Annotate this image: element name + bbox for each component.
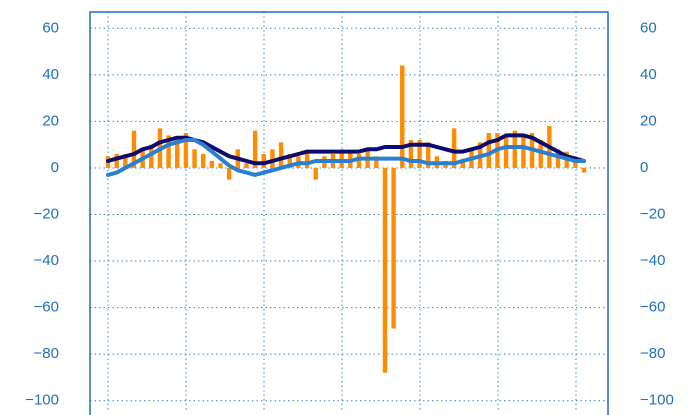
y2-tick-label: 0: [640, 159, 648, 176]
y-tick-label: 60: [42, 19, 59, 36]
bar: [356, 153, 362, 168]
y-tick-label: −60: [34, 299, 59, 316]
y2-tick-label: −40: [640, 252, 665, 269]
bar: [555, 149, 561, 168]
line-series: [106, 138, 586, 177]
y2-tick-label: 20: [640, 112, 657, 129]
bar: [451, 128, 457, 168]
y-tick-label: 0: [51, 159, 59, 176]
bar: [339, 149, 344, 168]
bar: [166, 135, 171, 168]
y-tick-label: −20: [34, 205, 59, 222]
bar: [538, 140, 543, 168]
bar: [460, 158, 466, 168]
bar: [512, 130, 517, 168]
bar: [573, 160, 578, 168]
bar: [486, 133, 491, 168]
bar: [374, 156, 379, 168]
bar: [304, 151, 310, 168]
bar: [183, 133, 189, 168]
bar: [287, 153, 292, 168]
bar: [209, 160, 215, 168]
bar: [382, 167, 388, 373]
bar: [123, 153, 128, 168]
y2-tick-label: −20: [640, 205, 665, 222]
y2-tick-label: 40: [640, 66, 657, 83]
bar: [278, 142, 284, 168]
y-tick-label: −100: [25, 392, 59, 409]
bar: [426, 142, 431, 168]
bar: [244, 163, 249, 168]
bar: [521, 135, 526, 168]
y2-tick-label: −100: [640, 392, 674, 409]
y2-tick-label: −60: [640, 299, 665, 316]
plot-frame: [89, 11, 609, 415]
bar: [218, 163, 223, 168]
y-tick-label: −80: [34, 345, 59, 362]
bar: [261, 153, 266, 168]
bar: [391, 167, 396, 329]
bar: [131, 130, 137, 168]
bar: [417, 140, 422, 168]
bar: [270, 149, 275, 168]
bar: [114, 153, 119, 168]
bar: [192, 149, 197, 168]
bar: [408, 140, 414, 168]
bar: [252, 130, 258, 168]
bar: [226, 167, 232, 180]
bar: [149, 144, 154, 168]
y-tick-label: 20: [42, 112, 59, 129]
bar: [175, 140, 180, 168]
y2-tick-label: 60: [640, 19, 657, 36]
bar: [313, 167, 318, 180]
y-tick-label: 40: [42, 66, 59, 83]
bar: [201, 153, 206, 168]
bar: [581, 167, 587, 173]
bar: [400, 65, 405, 168]
bar: [503, 135, 509, 168]
y2-tick-label: −80: [640, 345, 665, 362]
y-tick-label: −40: [34, 252, 59, 269]
